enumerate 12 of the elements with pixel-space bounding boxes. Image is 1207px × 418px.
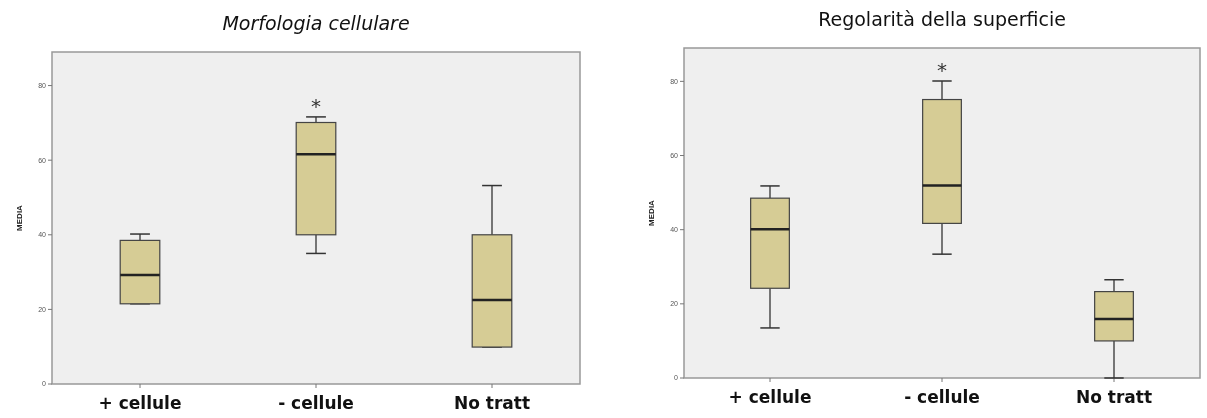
chart-title: Morfologia cellulare <box>222 12 410 34</box>
annotation: * <box>937 58 947 82</box>
x-tick-label: + cellule <box>98 393 182 413</box>
y-axis-title: MEDIA <box>15 204 24 231</box>
x-tick-label: - cellule <box>278 393 354 413</box>
annotation: * <box>311 93 321 118</box>
y-axis-title: MEDIA <box>647 199 656 226</box>
x-tick-label: No tratt <box>1075 387 1153 407</box>
x-tick-label: - cellule <box>904 387 980 407</box>
x-tick-label: + cellule <box>728 387 812 407</box>
chart-title: Regolarità della superficie <box>818 8 1066 30</box>
x-tick-label: No tratt <box>453 393 531 413</box>
